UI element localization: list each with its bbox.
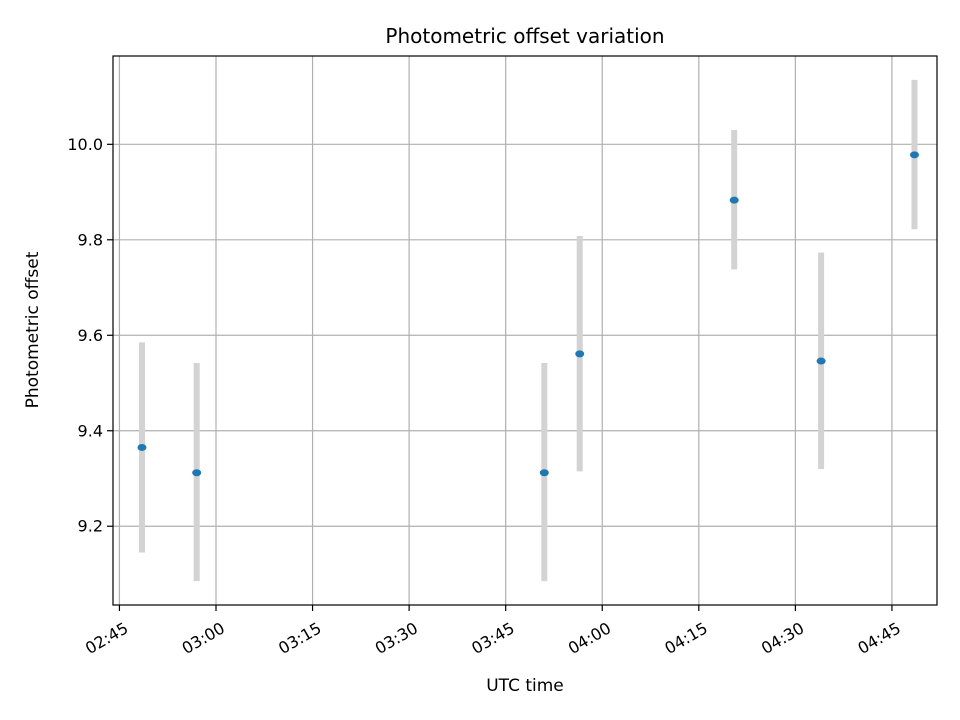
x-axis-label: UTC time xyxy=(486,676,564,696)
y-axis: 9.2 9.4 9.6 9.8 10.0 xyxy=(67,135,113,536)
y-tick-label: 9.4 xyxy=(78,421,103,440)
data-point xyxy=(192,469,202,477)
data-point xyxy=(729,196,739,204)
y-tick-label: 9.8 xyxy=(78,230,103,249)
y-tick-label: 9.6 xyxy=(78,326,103,345)
y-tick-label: 10.0 xyxy=(67,135,103,154)
data-point xyxy=(539,469,549,477)
chart-title: Photometric offset variation xyxy=(385,24,664,48)
data-point xyxy=(909,151,919,159)
data-point xyxy=(816,357,826,365)
data-points xyxy=(137,151,919,477)
plot-frame xyxy=(112,55,938,606)
data-point xyxy=(575,350,585,358)
y-axis-label: Photometric offset xyxy=(23,251,43,408)
grid xyxy=(113,56,937,605)
y-tick-label: 9.2 xyxy=(78,517,103,536)
data-point xyxy=(137,443,147,451)
